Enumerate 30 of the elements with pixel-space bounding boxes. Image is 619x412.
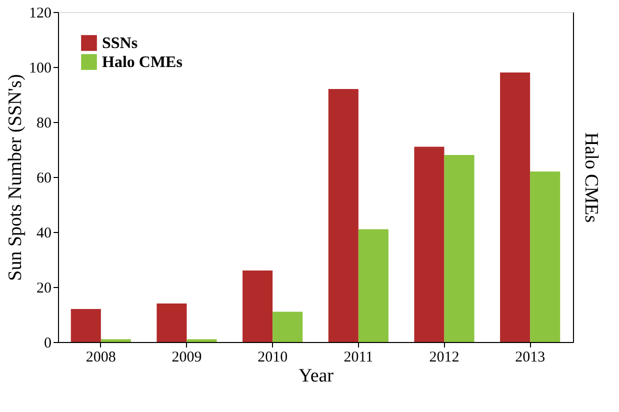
x-tick-label: 2009	[172, 350, 202, 366]
bar	[186, 339, 217, 342]
bar	[100, 339, 131, 342]
bar	[272, 312, 303, 342]
bar	[358, 229, 388, 342]
x-tick-label: 2013	[515, 350, 546, 366]
x-tick-label: 2008	[86, 350, 116, 366]
x-tick-label: 2010	[258, 350, 288, 366]
y-tick-label: 0	[44, 336, 52, 352]
legend-label: Halo CMEs	[102, 54, 182, 71]
bar	[444, 155, 474, 342]
bar	[242, 270, 273, 342]
y-tick-label: 100	[29, 60, 52, 76]
bar	[414, 146, 444, 342]
x-tick-label: 2012	[429, 350, 460, 366]
y-tick-label: 60	[36, 170, 52, 186]
y-tick-label: 80	[36, 116, 52, 132]
y-tick-label: 20	[36, 280, 52, 296]
legend-label: SSNs	[102, 35, 138, 52]
x-axis-title: Year	[298, 366, 334, 386]
y-tick-label: 40	[36, 226, 52, 242]
bar	[500, 72, 530, 342]
bar	[530, 172, 560, 342]
bar	[328, 89, 358, 342]
y-tick-label: 120	[29, 6, 52, 22]
bar	[70, 309, 101, 342]
x-tick-label: 2011	[344, 350, 374, 366]
bar	[156, 304, 187, 342]
y-axis-title: Sun Spots Number (SSN's)	[5, 74, 26, 281]
y2-axis-title: Halo CMEs	[580, 132, 602, 223]
